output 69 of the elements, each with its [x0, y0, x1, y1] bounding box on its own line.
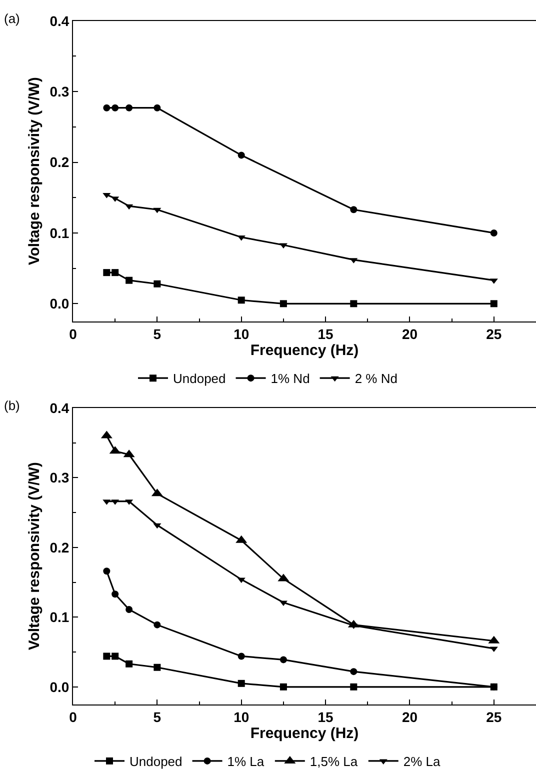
x-tick-label: 20 — [402, 709, 418, 726]
x-tick-label: 10 — [234, 709, 250, 726]
point — [103, 568, 110, 575]
y-tick-label: 0.2 — [50, 154, 70, 170]
point — [350, 300, 358, 308]
point — [112, 590, 119, 598]
point — [350, 683, 358, 690]
point — [238, 652, 245, 660]
x-tick-label: 10 — [234, 326, 250, 342]
x-tick-label: 15 — [318, 326, 334, 342]
point — [490, 300, 498, 308]
point — [350, 668, 358, 676]
y-tick-label: 0.4 — [50, 400, 70, 416]
point — [112, 104, 119, 112]
point — [238, 152, 245, 159]
x-tick-label: 5 — [153, 709, 162, 726]
y-tick-label: 0.1 — [50, 224, 70, 241]
x-axis-title: Frequency (Hz) — [250, 342, 359, 360]
point — [490, 646, 498, 652]
y-axis-title: Voltage responsivity (V/W) — [26, 462, 43, 650]
point — [126, 276, 133, 284]
point — [280, 656, 287, 664]
x-tick-label: 5 — [153, 326, 162, 342]
x-tick-label: 15 — [318, 709, 334, 726]
point — [153, 208, 162, 214]
legend-label: Undoped — [130, 754, 182, 770]
point — [154, 621, 161, 628]
x-tick-label: 20 — [402, 326, 418, 342]
y-tick-label: 0.4 — [50, 12, 70, 29]
legend-label: 2% La — [403, 754, 442, 770]
point — [103, 652, 110, 660]
point — [112, 652, 119, 660]
point — [103, 269, 110, 276]
point — [350, 624, 358, 630]
point — [126, 660, 133, 668]
x-tick-label: 25 — [486, 709, 502, 726]
point — [125, 204, 134, 210]
y-tick-label: 0.0 — [50, 678, 70, 695]
x-axis-title: Frequency (Hz) — [250, 725, 359, 742]
y-tick-label: 0.2 — [50, 539, 70, 556]
point — [280, 300, 287, 308]
point — [103, 104, 110, 112]
point — [153, 523, 162, 529]
y-tick-label: 0.0 — [50, 296, 70, 312]
y-tick-label: 0.3 — [50, 83, 70, 100]
y-tick-label: 0.1 — [50, 609, 70, 626]
legend-label: 1% La — [227, 754, 265, 770]
point — [154, 280, 161, 288]
point — [490, 229, 498, 236]
x-tick-label: 25 — [486, 326, 502, 342]
text: (a) — [4, 11, 20, 26]
point — [280, 683, 287, 690]
point — [350, 206, 358, 214]
y-axis-title: Voltage responsivity (V/W) — [26, 77, 43, 266]
legend-label: Undoped — [173, 371, 226, 386]
x-tick-label: 0 — [69, 709, 78, 726]
legend-label: 1,5% La — [310, 754, 358, 770]
y-tick-label: 0.3 — [50, 470, 70, 486]
point — [154, 664, 161, 671]
point — [126, 104, 133, 112]
point — [154, 104, 161, 112]
legend-label: 1% Nd — [270, 371, 310, 386]
text: (b) — [4, 398, 20, 413]
point — [238, 296, 245, 304]
point — [126, 606, 133, 613]
legend-label: 2 % Nd — [354, 371, 398, 386]
x-tick-label: 0 — [69, 326, 78, 342]
point — [238, 680, 245, 687]
point — [112, 269, 119, 276]
